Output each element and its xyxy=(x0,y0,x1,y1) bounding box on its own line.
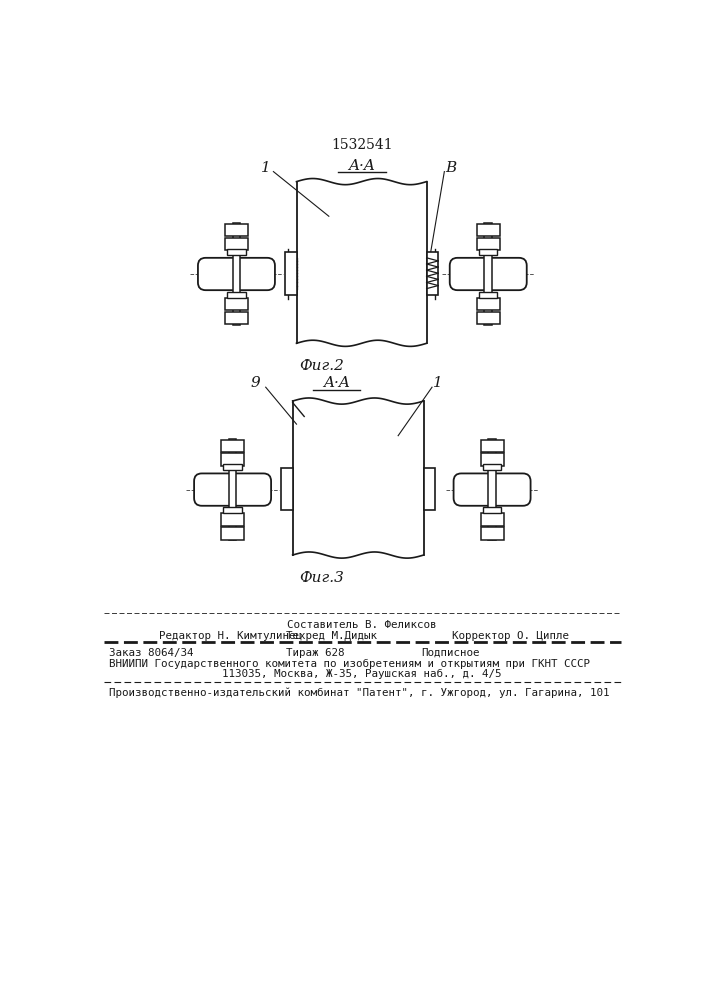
Bar xyxy=(477,298,500,310)
FancyBboxPatch shape xyxy=(454,473,530,506)
Bar xyxy=(221,453,244,466)
Bar xyxy=(225,298,248,310)
Bar xyxy=(225,238,248,250)
FancyBboxPatch shape xyxy=(194,473,271,506)
Text: 1: 1 xyxy=(433,376,443,390)
Bar xyxy=(477,224,500,236)
Bar xyxy=(483,464,501,470)
Bar xyxy=(221,527,244,540)
Bar xyxy=(489,439,496,540)
Bar xyxy=(484,223,492,325)
Text: A·A: A·A xyxy=(323,376,350,390)
Bar xyxy=(227,249,246,255)
Bar xyxy=(225,224,248,236)
Text: Фиг.2: Фиг.2 xyxy=(298,359,344,373)
Text: 9: 9 xyxy=(251,376,261,390)
FancyBboxPatch shape xyxy=(450,258,527,290)
Text: 113035, Москва, Ж-35, Раушская наб., д. 4/5: 113035, Москва, Ж-35, Раушская наб., д. … xyxy=(222,669,502,679)
Bar xyxy=(221,440,244,452)
Bar xyxy=(281,468,293,510)
Bar xyxy=(481,440,503,452)
Bar xyxy=(233,223,240,325)
Bar xyxy=(481,453,503,466)
Bar xyxy=(483,507,501,513)
FancyBboxPatch shape xyxy=(198,258,275,290)
Text: Фиг.3: Фиг.3 xyxy=(298,571,344,585)
Bar xyxy=(423,468,435,510)
Bar xyxy=(225,312,248,324)
Text: 1532541: 1532541 xyxy=(331,138,393,152)
Text: Составитель В. Феликсов: Составитель В. Феликсов xyxy=(287,620,437,630)
Bar xyxy=(477,312,500,324)
Text: Заказ 8064/34: Заказ 8064/34 xyxy=(110,648,194,658)
Bar xyxy=(227,292,246,298)
Text: ВНИИПИ Государственного комитета по изобретениям и открытиям при ГКНТ СССР: ВНИИПИ Государственного комитета по изоб… xyxy=(110,659,590,669)
Bar xyxy=(285,252,296,295)
Text: Техред М.Дидык: Техред М.Дидык xyxy=(286,631,378,641)
Text: Редактор Н. Кимтулинец: Редактор Н. Кимтулинец xyxy=(160,631,303,641)
Bar xyxy=(426,252,438,295)
Bar xyxy=(221,513,244,526)
Bar xyxy=(479,249,498,255)
Text: Подписное: Подписное xyxy=(421,648,480,658)
Text: 1: 1 xyxy=(261,161,271,175)
Bar xyxy=(477,238,500,250)
Bar xyxy=(481,513,503,526)
Text: Производственно-издательский комбинат "Патент", г. Ужгород, ул. Гагарина, 101: Производственно-издательский комбинат "П… xyxy=(110,688,610,698)
Text: B: B xyxy=(445,161,456,175)
Bar xyxy=(223,507,242,513)
Bar xyxy=(229,439,236,540)
Text: Корректор О. Ципле: Корректор О. Ципле xyxy=(452,631,569,641)
Bar xyxy=(223,464,242,470)
Bar xyxy=(479,292,498,298)
Bar xyxy=(481,527,503,540)
Text: A·A: A·A xyxy=(349,159,375,173)
Text: Тираж 628: Тираж 628 xyxy=(286,648,345,658)
